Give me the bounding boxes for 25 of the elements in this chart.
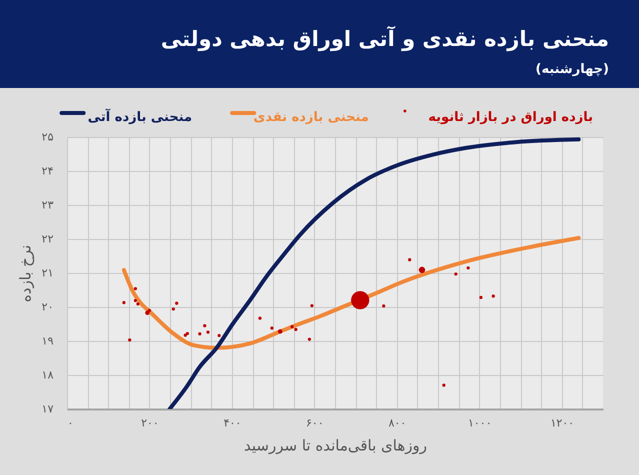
legend-label: منحنی بازده آتی: [88, 108, 192, 125]
line-series: [168, 137, 581, 409]
x-tick-label: ۰: [68, 416, 74, 430]
y-tick-label: ۲۱: [42, 266, 54, 280]
y-tick-label: ۲۵: [42, 130, 54, 144]
x-tick-label: ۱۲۰۰: [550, 416, 574, 430]
y-tick-label: ۱۷: [42, 402, 54, 416]
y-axis-title: نرخ بازده: [16, 244, 35, 302]
y-tick-label: ۲۳: [42, 198, 54, 212]
x-tick-label: ۱۰۰۰: [468, 416, 492, 430]
legend-label: منحنی بازده نقدی: [253, 110, 369, 125]
x-tick-label: ۴۰۰: [224, 416, 242, 430]
y-tick-label: ۱۸: [42, 368, 54, 382]
x-tick-label: ۸۰۰: [388, 416, 406, 430]
x-axis-title: روزهای باقی‌مانده تا سررسید: [244, 436, 427, 454]
y-tick-label: ۲۴: [42, 164, 54, 178]
y-tick-label: ۱۹: [42, 334, 54, 348]
x-tick-label: ۲۰۰: [141, 416, 159, 430]
text: بازده اوراق در بازار ثانویه: [428, 110, 593, 125]
chart-title: منحنی بازده نقدی و آتی اوراق بدهی دولتی: [160, 25, 609, 52]
x-tick-label: ۶۰۰: [306, 416, 324, 430]
y-tick-label: ۲۲: [42, 232, 54, 246]
y-tick-label: ۲۰: [42, 300, 54, 314]
line-series: [122, 236, 581, 350]
chart-subtitle: (چهارشنبه): [535, 62, 609, 77]
